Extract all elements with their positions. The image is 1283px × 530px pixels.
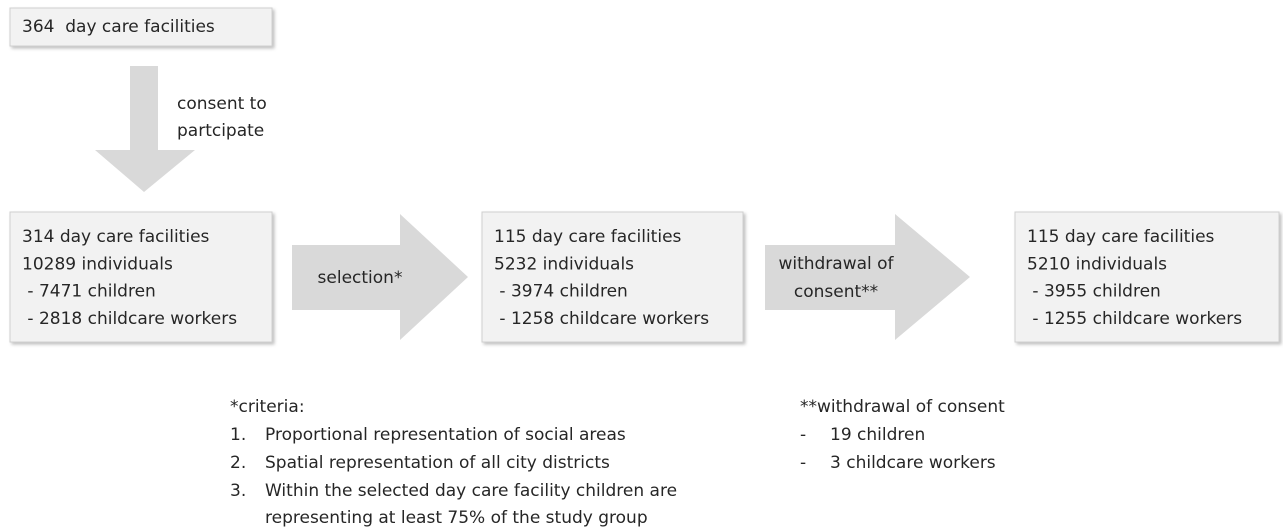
node-text: 5232 individuals [494,254,634,274]
note-title: **withdrawal of consent [800,397,1005,417]
node-text: 5210 individuals [1027,254,1167,274]
node-text: 115 day care facilities [494,227,682,247]
note-text: Spatial representation of all city distr… [265,453,610,473]
arrow-label: consent** [794,282,878,302]
arrow-label: partcipate [177,121,264,141]
note-marker: 3. [230,481,246,501]
note-marker: - [800,425,806,445]
box [481,211,744,343]
node-text: - 1258 childcare workers [494,309,709,329]
note-text: Within the selected day care facility ch… [265,481,677,501]
note-text: representing at least 75% of the study g… [265,508,648,528]
node-text: - 1255 childcare workers [1027,309,1242,329]
node-text: 364 day care facilities [22,17,215,37]
arrow-label: selection* [318,268,403,288]
node-text: - 3974 children [494,282,628,302]
node-text: - 3955 children [1027,282,1161,302]
arrow-label: consent to [177,94,267,114]
note-marker: - [800,453,806,473]
note-text: Proportional representation of social ar… [265,425,626,445]
node-text: - 7471 children [22,282,156,302]
box [9,7,273,47]
note-text: 3 childcare workers [830,453,996,473]
text-layer: 364 day care facilities 314 day care faci… [22,17,1242,528]
right-arrow [292,214,468,340]
arrow-label: withdrawal of [778,254,894,274]
box [9,211,273,343]
note-title: *criteria: [230,397,305,417]
note-marker: 2. [230,453,246,473]
note-marker: 1. [230,425,246,445]
node-text: 10289 individuals [22,254,173,274]
down-arrow [95,66,195,192]
node-text: 314 day care facilities [22,227,210,247]
box [1014,211,1280,343]
note-text: 19 children [830,425,925,445]
node-text: - 2818 childcare workers [22,309,237,329]
node-text: 115 day care facilities [1027,227,1215,247]
right-arrow [765,214,970,340]
